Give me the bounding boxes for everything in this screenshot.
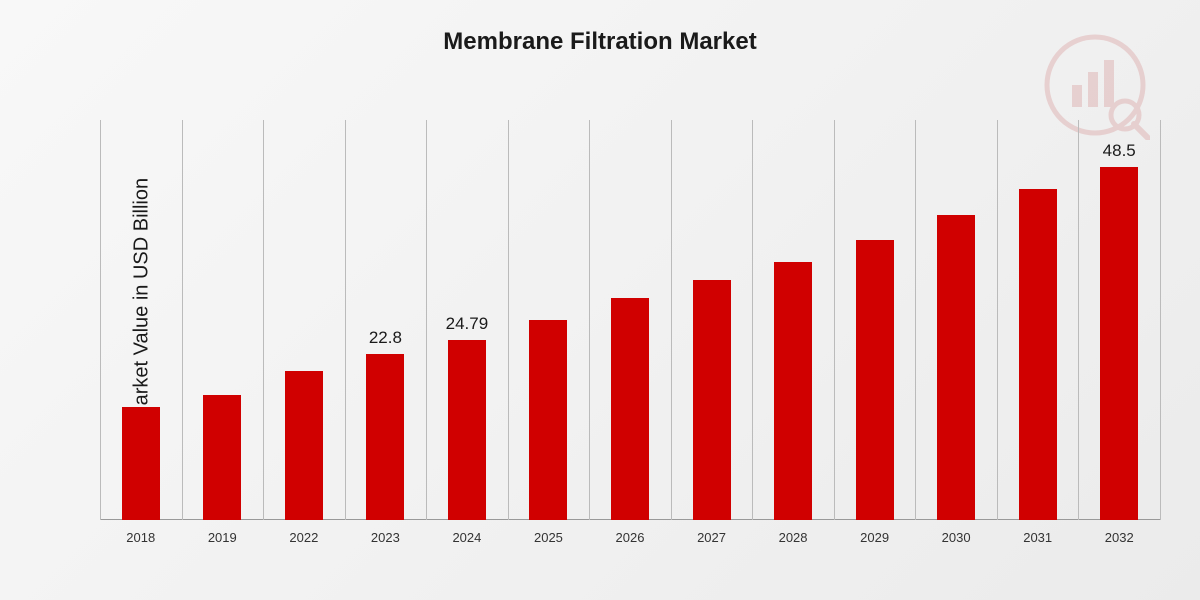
- plot-area: [100, 120, 1160, 520]
- bar: [856, 240, 894, 520]
- gridline: [997, 120, 998, 520]
- x-tick-label: 2030: [926, 530, 986, 545]
- bar: [1100, 167, 1138, 520]
- x-tick-label: 2026: [600, 530, 660, 545]
- bar: [203, 395, 241, 520]
- bar: [285, 371, 323, 520]
- gridline: [508, 120, 509, 520]
- bar: [693, 280, 731, 520]
- bar: [366, 354, 404, 520]
- gridline: [589, 120, 590, 520]
- x-tick-label: 2029: [845, 530, 905, 545]
- gridline: [182, 120, 183, 520]
- bar-value-label: 24.79: [432, 314, 502, 334]
- bar: [937, 215, 975, 520]
- x-tick-label: 2023: [355, 530, 415, 545]
- gridline: [263, 120, 264, 520]
- x-tick-label: 2018: [111, 530, 171, 545]
- x-tick-label: 2032: [1089, 530, 1149, 545]
- gridline: [915, 120, 916, 520]
- bar-value-label: 48.5: [1084, 141, 1154, 161]
- bar: [611, 298, 649, 520]
- x-tick-label: 2025: [518, 530, 578, 545]
- gridline: [1078, 120, 1079, 520]
- x-tick-label: 2019: [192, 530, 252, 545]
- bar: [774, 262, 812, 520]
- x-tick-label: 2028: [763, 530, 823, 545]
- gridline: [834, 120, 835, 520]
- x-tick-label: 2031: [1008, 530, 1068, 545]
- x-tick-label: 2022: [274, 530, 334, 545]
- bar: [448, 340, 486, 520]
- chart-title: Membrane Filtration Market: [0, 28, 1200, 56]
- bar: [122, 407, 160, 520]
- gridline: [426, 120, 427, 520]
- gridline: [671, 120, 672, 520]
- gridline: [100, 120, 101, 520]
- bar: [529, 320, 567, 520]
- gridline: [1160, 120, 1161, 520]
- gridline: [345, 120, 346, 520]
- gridline: [752, 120, 753, 520]
- x-tick-label: 2027: [682, 530, 742, 545]
- bar-value-label: 22.8: [350, 328, 420, 348]
- bar: [1019, 189, 1057, 520]
- x-tick-label: 2024: [437, 530, 497, 545]
